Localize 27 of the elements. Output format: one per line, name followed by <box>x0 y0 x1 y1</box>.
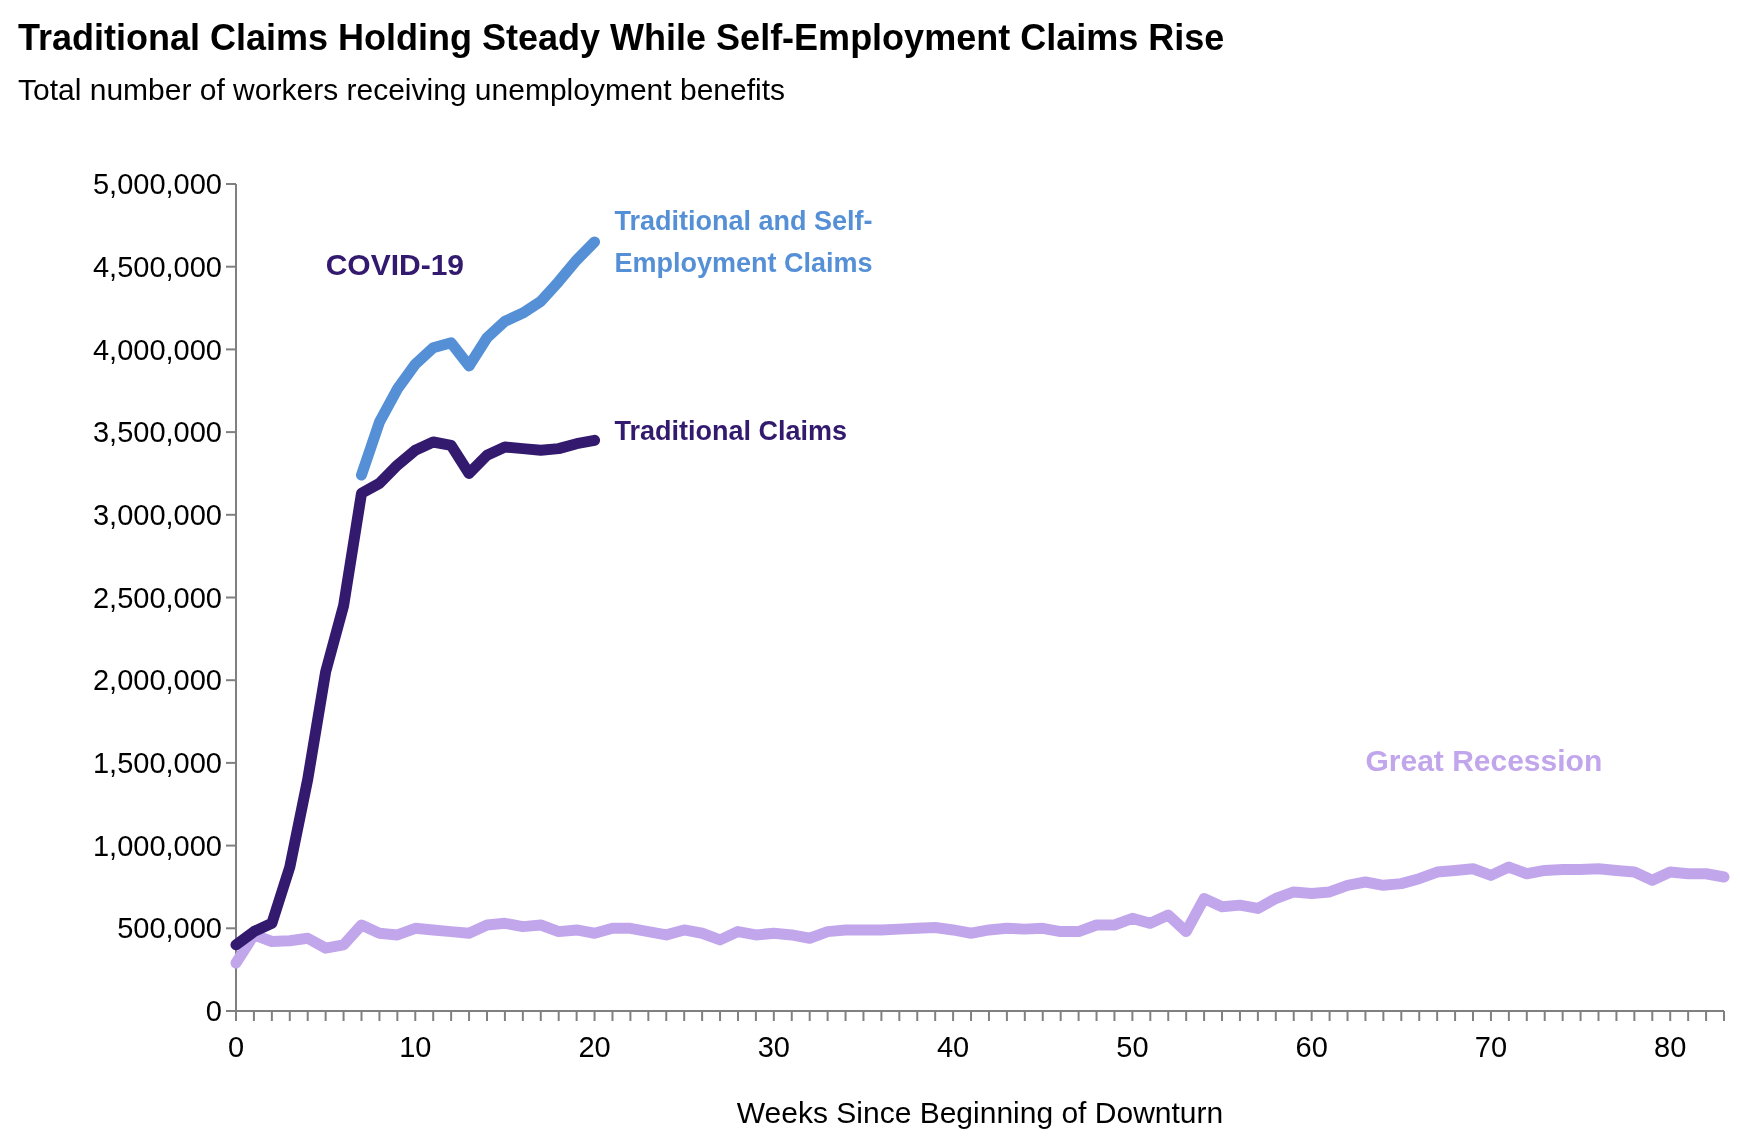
y-tick-label: 4,500,000 <box>92 250 222 283</box>
y-tick-label: 500,000 <box>117 912 222 945</box>
x-tick-label: 70 <box>1474 1031 1508 1063</box>
y-tick-label: 5,000,000 <box>92 168 222 201</box>
x-axis-title: Weeks Since Beginning of Downturn <box>736 1096 1224 1129</box>
y-tick-label: 2,500,000 <box>92 581 222 614</box>
x-tick-label: 30 <box>757 1031 790 1063</box>
x-tick-label: 0 <box>227 1031 245 1063</box>
chart-title: Traditional Claims Holding Steady While Self-Employment Claims Rise <box>18 17 1225 58</box>
y-tick-label: 3,000,000 <box>92 498 222 531</box>
x-tick-label: 10 <box>399 1031 432 1063</box>
y-tick-label: 4,000,000 <box>92 333 222 366</box>
y-tick-label: 1,000,000 <box>92 829 222 862</box>
y-tick-label: 1,500,000 <box>92 747 222 780</box>
x-tick-label: 60 <box>1295 1031 1328 1063</box>
series-label: Traditional and Self-Employment Claims <box>614 205 873 278</box>
annotation: Great Recession <box>1365 744 1603 778</box>
annotation: COVID-19 <box>325 247 465 281</box>
y-tick-label: 3,500,000 <box>92 416 222 449</box>
y-tick-label: 2,000,000 <box>92 664 222 697</box>
x-tick-label: 20 <box>578 1031 611 1063</box>
series-label: Traditional Claims <box>614 416 848 447</box>
x-tick-label: 80 <box>1654 1031 1687 1063</box>
x-tick-label: 40 <box>936 1031 970 1063</box>
chart-subtitle: Total number of workers receiving unemployment benefits <box>18 73 786 106</box>
x-tick-label: 50 <box>1116 1031 1149 1063</box>
y-tick-label: 0 <box>205 995 222 1028</box>
